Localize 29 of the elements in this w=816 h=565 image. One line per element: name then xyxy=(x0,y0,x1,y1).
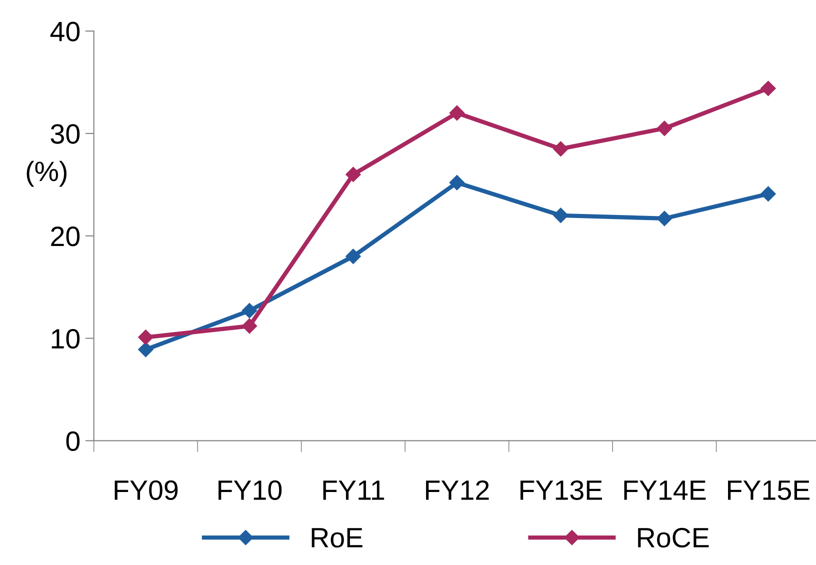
y-tick-label: 20 xyxy=(51,226,80,246)
y-tick-label: 30 xyxy=(50,124,80,144)
y-tick-label: 40 xyxy=(50,22,80,42)
point xyxy=(138,330,154,345)
point xyxy=(242,318,258,334)
y-axis-title: (%) xyxy=(26,160,67,187)
point xyxy=(553,208,568,223)
point xyxy=(553,141,568,156)
x-tick-label: FY10 xyxy=(218,480,282,500)
legend-label: RoE xyxy=(312,528,362,548)
point xyxy=(656,210,672,226)
point xyxy=(656,120,672,136)
x-tick-label: FY09 xyxy=(114,480,178,500)
point xyxy=(346,248,361,264)
x-tick-label: FY14E xyxy=(624,480,706,500)
point xyxy=(449,105,465,121)
point xyxy=(346,166,361,182)
point xyxy=(760,80,776,96)
point xyxy=(760,186,776,202)
x-tick-label: FY15E xyxy=(728,480,810,500)
x-tick-label: FY12 xyxy=(426,480,489,500)
point xyxy=(449,175,465,190)
y-tick-label: 0 xyxy=(66,431,80,452)
point xyxy=(242,303,258,318)
y-tick-label: 10 xyxy=(52,328,80,349)
point xyxy=(138,342,154,358)
legend-label: RoCE xyxy=(638,528,709,548)
x-tick-label: FY11 xyxy=(323,480,384,500)
x-tick-label: FY13E xyxy=(520,480,602,500)
